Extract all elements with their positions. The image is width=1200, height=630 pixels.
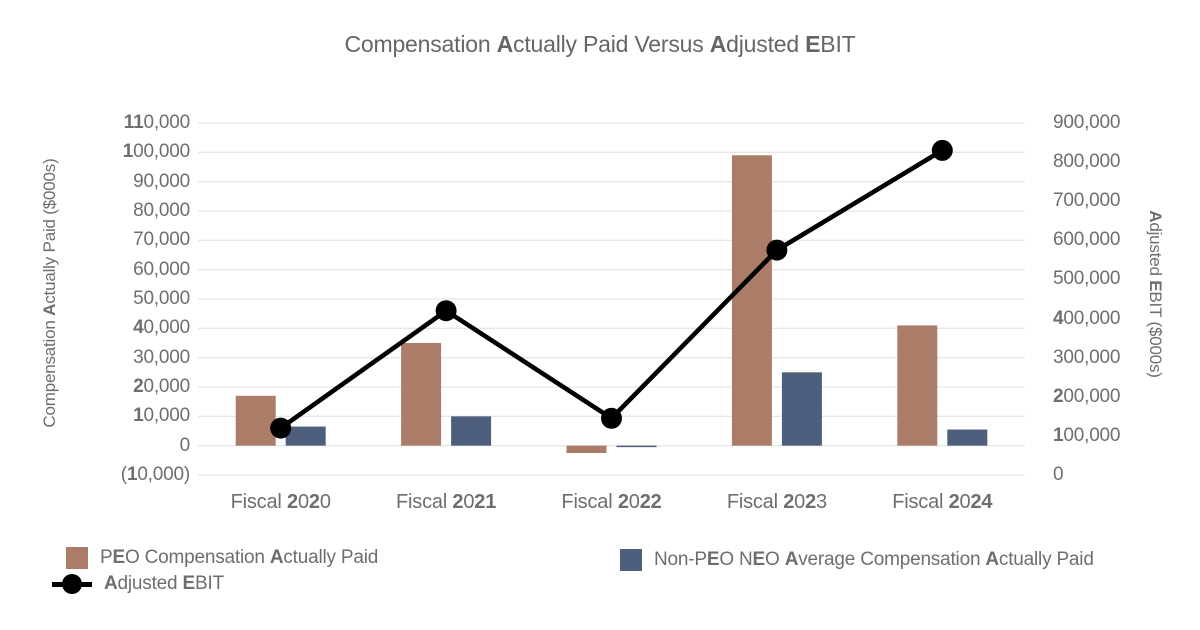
neo-bar: [451, 416, 492, 446]
neo-bar: [616, 445, 657, 448]
right-axis-tick-label: 800,000: [1053, 151, 1121, 173]
left-axis-tick-label: 40,000: [133, 317, 190, 339]
legend-item-neo: Non-PEO NEO Average Compensation Actuall…: [620, 549, 1094, 571]
legend-label-ebit: Adjusted EBIT: [104, 573, 224, 594]
x-axis-label: Fiscal 2020: [230, 491, 331, 513]
right-axis-tick-label: 900,000: [1053, 112, 1121, 133]
left-axis-tick-label: 20,000: [133, 376, 190, 397]
left-axis-tick-label: 50,000: [133, 288, 190, 309]
neo-bar: [947, 429, 988, 446]
neo-bar: [285, 426, 326, 446]
left-axis-tick-label: 30,000: [133, 346, 190, 368]
peo-bar: [566, 445, 607, 453]
left-axis-tick-label: 60,000: [133, 258, 190, 280]
ebit-point: [435, 300, 457, 322]
neo-legend-swatch: [620, 549, 642, 571]
peo-legend-swatch: [66, 547, 88, 569]
legend-item-ebit: Adjusted EBIT: [52, 573, 224, 595]
left-axis-tick-label: 110,000: [123, 112, 190, 133]
right-axis-tick-label: 700,000: [1053, 190, 1121, 212]
ebit-point: [766, 239, 788, 261]
right-axis-tick-label: 200,000: [1053, 385, 1121, 407]
left-axis-tick-label: (10,000): [120, 464, 190, 485]
right-axis-title: Adjusted EBIT ($000s): [1146, 210, 1165, 378]
left-axis-tick-label: 70,000: [133, 229, 190, 251]
right-axis-tick-label: 300,000: [1053, 346, 1121, 368]
left-axis-tick-label: 80,000: [133, 200, 190, 221]
legend-item-peo: PEO Compensation Actually Paid: [66, 547, 378, 569]
right-axis-tick-label: 600,000: [1053, 229, 1121, 251]
ebit-point: [601, 407, 622, 429]
x-axis-label: Fiscal 2021: [396, 491, 497, 513]
left-axis-tick-label: 90,000: [133, 170, 190, 192]
ebit-point: [270, 417, 292, 439]
left-axis-tick-label: 0: [179, 434, 191, 456]
ebit-point: [931, 139, 953, 161]
legend-label-neo: Non-PEO NEO Average Compensation Actuall…: [654, 549, 1094, 570]
left-axis-tick-label: 10,000: [133, 405, 190, 427]
left-axis-title: Compensation Actually Paid ($000s): [40, 158, 59, 428]
left-axis-tick-label: 100,000: [122, 141, 190, 163]
chart-title: Compensation Actually Paid Versus Adjust…: [344, 31, 856, 57]
peo-bar: [401, 343, 442, 446]
x-axis-label: Fiscal 2024: [892, 491, 993, 513]
x-axis-label: Fiscal 2023: [726, 491, 827, 513]
right-axis-tick-label: 500,000: [1053, 268, 1121, 290]
neo-bar: [781, 372, 822, 446]
adjusted-ebit-line-marker: [52, 573, 92, 595]
peo-bar: [897, 325, 938, 446]
right-axis-tick-label: 100,000: [1053, 424, 1121, 446]
x-axis-label: Fiscal 2022: [561, 491, 662, 513]
right-axis-tick-label: 400,000: [1053, 307, 1121, 329]
peo-bar: [235, 395, 276, 446]
peo-bar: [731, 155, 772, 446]
circle-marker-icon: [62, 574, 82, 594]
legend-label-peo: PEO Compensation Actually Paid: [100, 547, 379, 568]
right-axis-tick-label: 0: [1053, 464, 1064, 485]
